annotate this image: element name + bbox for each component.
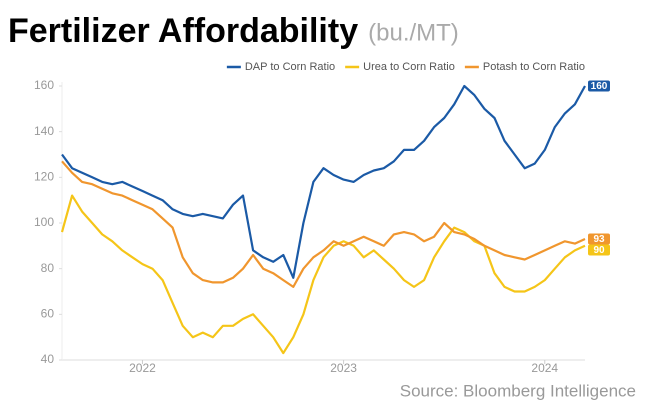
y-tick-label: 160	[34, 78, 54, 92]
y-tick-label: 100	[34, 215, 54, 229]
y-tick-label: 120	[34, 170, 54, 184]
legend-label: Urea to Corn Ratio	[363, 61, 455, 73]
x-tick-label: 2023	[330, 361, 357, 375]
data-line	[61, 160, 586, 288]
end-label-box	[588, 233, 610, 245]
legend-label: Potash to Corn Ratio	[483, 61, 585, 73]
y-tick-label: 140	[34, 124, 54, 138]
y-tick-label: 80	[41, 261, 55, 275]
source-note: Source: Bloomberg Intelligence	[400, 381, 636, 400]
end-label: 93	[593, 234, 605, 245]
x-tick-label: 2022	[129, 361, 156, 375]
end-label: 160	[591, 81, 608, 92]
data-line	[60, 194, 586, 355]
legend-label: DAP to Corn Ratio	[245, 61, 335, 73]
data-line	[61, 84, 586, 279]
end-label-box	[588, 80, 610, 92]
end-label: 90	[593, 245, 605, 256]
y-tick-label: 40	[41, 352, 55, 366]
chart-title: Fertilizer Affordability	[8, 12, 358, 50]
end-label-box	[588, 244, 610, 256]
x-tick-label: 2024	[531, 361, 558, 375]
y-tick-label: 60	[41, 307, 55, 321]
chart-subtitle: (bu./MT)	[368, 19, 459, 46]
